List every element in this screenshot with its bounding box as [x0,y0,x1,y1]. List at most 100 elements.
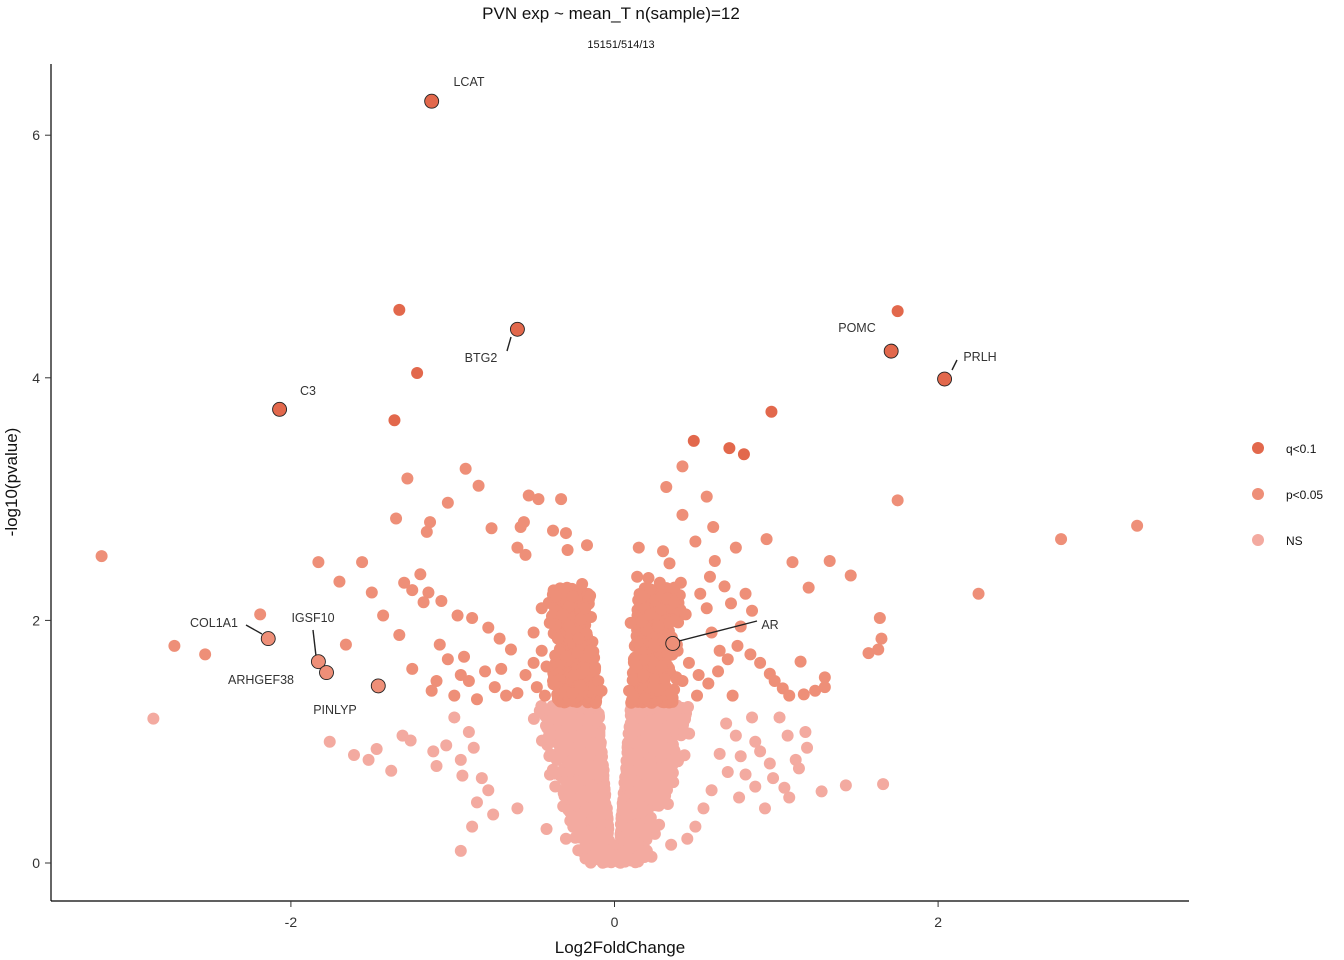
ns-point [562,743,575,756]
p-point [527,656,540,669]
p-point [718,580,731,593]
q-point [411,366,424,379]
p-point [692,668,705,681]
ns-point [625,751,638,764]
p-point [441,496,454,509]
p-point [624,616,637,629]
p-point [724,597,737,610]
ns-points [147,699,890,869]
p-point [636,590,649,603]
p-point [700,602,713,615]
p-point [638,692,651,705]
p-point [707,520,720,533]
p-point [746,604,759,617]
ns-point [677,718,689,731]
q-point [388,414,401,427]
p-point [519,548,532,561]
p-point [760,533,773,546]
p-point [744,648,757,661]
ns-point [689,820,702,833]
ns-point [448,711,461,724]
p-point [631,570,644,583]
ns-point [597,785,610,797]
x-tick-label: 0 [611,914,619,930]
p-point [401,472,414,485]
p-point [647,638,660,651]
ns-point [669,705,682,718]
q-points [388,303,904,461]
p-point [703,570,716,583]
ns-point [671,755,684,768]
p-point [540,660,553,673]
q-point [765,405,778,418]
ns-point [637,723,650,736]
p-point [647,681,660,694]
p-point [708,554,721,567]
connector-ar [678,620,758,642]
ns-point [720,717,733,730]
p-point [559,650,572,663]
ns-point [602,847,615,860]
ns-point [655,748,668,761]
legend-label-q: q<0.1 [1286,442,1317,456]
p-point [655,603,668,616]
p-point [571,646,584,659]
p-point [694,587,707,600]
ns-point [763,757,776,770]
q-point [723,442,736,455]
gene-label-arhgef38: ARHGEF38 [228,673,294,687]
ns-point [592,767,605,780]
p-point [254,608,267,621]
ns-point [470,796,483,809]
gene-label-pomc: POMC [838,321,876,335]
p-point [972,587,985,600]
ns-point [660,773,673,786]
legend: q<0.1 p<0.05 NS [1252,442,1323,548]
p-point [655,660,668,673]
ns-point [595,817,607,830]
p-point [95,550,108,563]
connector-igsf10 [312,629,317,657]
p-point [459,462,472,475]
labeled-points: LCAT BTG2 C3 POMC PRLH AR COL1A1 IGSF10 ARHGEF38… [190,75,997,717]
ns-point [578,725,591,737]
p-point [818,671,831,684]
p-point [700,490,713,503]
ns-point [713,747,726,760]
labeled-point-pomc [883,343,899,359]
p-point [448,689,461,702]
p-point [862,647,875,660]
p-point [451,609,464,622]
legend-key-ns [1252,534,1264,546]
ns-point [767,772,780,785]
p-point [493,632,506,645]
gene-label-btg2: BTG2 [465,351,498,365]
p-point [458,650,471,663]
labeled-point-ar [665,635,681,651]
p-point [511,541,524,554]
p-point [663,616,676,629]
ns-point [323,735,336,748]
ns-point [511,802,524,815]
ns-point [754,745,767,758]
ns-point [588,792,601,805]
q-point [891,305,904,318]
p-point [676,508,689,521]
ns-point [778,781,791,794]
ns-point [758,802,771,815]
p-point [1055,533,1068,546]
p-point [485,522,498,535]
ns-point [746,711,759,724]
p-point [682,656,695,669]
q-point [687,434,700,447]
p-point [519,668,532,681]
axis-ticks: -2 0 2 0 2 4 6 [32,127,942,930]
ns-point [639,828,652,841]
ns-point [559,832,572,845]
p-point [726,689,739,702]
p-point [626,674,639,687]
ns-point [563,764,576,777]
ns-point [781,729,794,742]
p-point [406,584,419,597]
